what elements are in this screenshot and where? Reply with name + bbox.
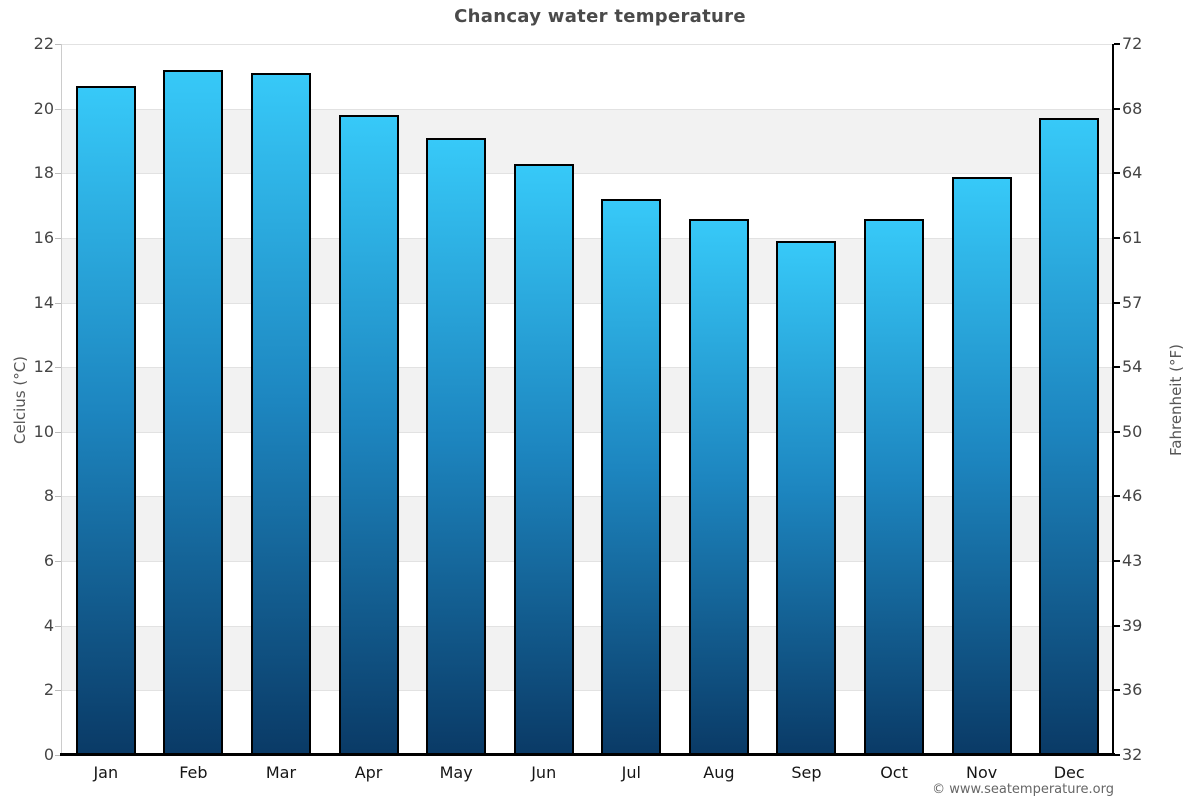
gridline xyxy=(62,367,1113,369)
month-label-jul: Jul xyxy=(621,763,641,782)
month-label-mar: Mar xyxy=(265,763,297,782)
celsius-axis-line xyxy=(61,44,62,755)
fahrenheit-tick-label: 39 xyxy=(1122,615,1143,635)
month-label-jan: Jan xyxy=(93,763,119,782)
grid-band xyxy=(62,496,1113,562)
gridline xyxy=(62,625,1113,627)
celsius-tick-label: 10 xyxy=(33,421,54,441)
gridline xyxy=(62,302,1113,304)
celsius-tick-mark xyxy=(55,237,61,239)
grid-band xyxy=(62,237,1113,303)
bar-may[interactable] xyxy=(426,137,487,755)
fahrenheit-tick-mark xyxy=(1114,430,1120,433)
celsius-tick-mark xyxy=(55,690,61,692)
fahrenheit-tick-mark xyxy=(1114,301,1120,304)
bar-jun[interactable] xyxy=(513,163,574,755)
fahrenheit-tick-mark xyxy=(1114,624,1120,627)
month-label-apr: Apr xyxy=(354,763,383,782)
celsius-tick-mark xyxy=(55,108,61,110)
celsius-tick-label: 18 xyxy=(33,163,54,183)
fahrenheit-tick-label: 64 xyxy=(1122,163,1143,183)
fahrenheit-tick-mark xyxy=(1114,43,1120,45)
bar-nov[interactable] xyxy=(951,176,1012,755)
month-label-jun: Jun xyxy=(531,763,557,782)
month-label-may: May xyxy=(439,763,473,782)
grid-band xyxy=(62,108,1113,174)
celsius-tick-label: 2 xyxy=(43,680,54,700)
fahrenheit-tick-label: 36 xyxy=(1122,680,1143,700)
fahrenheit-axis-line xyxy=(1112,44,1114,756)
bar-aug[interactable] xyxy=(688,218,749,755)
celsius-tick-mark xyxy=(55,44,61,45)
month-label-feb: Feb xyxy=(179,763,208,782)
celsius-tick-label: 8 xyxy=(43,486,54,506)
bar-feb[interactable] xyxy=(163,69,224,755)
fahrenheit-tick-mark xyxy=(1114,366,1120,369)
fahrenheit-tick-mark xyxy=(1114,689,1120,692)
celsius-tick-label: 4 xyxy=(43,615,54,635)
month-label-sep: Sep xyxy=(791,763,822,782)
gridline xyxy=(62,237,1113,239)
bar-jan[interactable] xyxy=(75,86,136,755)
bar-apr[interactable] xyxy=(338,115,399,755)
gridline xyxy=(62,690,1113,692)
celsius-tick-mark xyxy=(55,625,61,627)
celsius-tick-label: 12 xyxy=(33,357,54,377)
plot-area xyxy=(62,44,1113,755)
month-label-nov: Nov xyxy=(966,763,998,782)
fahrenheit-tick-label: 46 xyxy=(1122,486,1143,506)
bar-dec[interactable] xyxy=(1039,118,1100,755)
fahrenheit-tick-mark xyxy=(1114,236,1120,239)
celsius-tick-mark xyxy=(55,561,61,563)
gridline xyxy=(62,108,1113,110)
grid-band xyxy=(62,625,1113,691)
gridline xyxy=(62,173,1113,175)
celsius-tick-mark xyxy=(55,431,61,433)
x-axis-line xyxy=(60,753,1115,756)
celsius-tick-label: 16 xyxy=(33,227,54,247)
celsius-tick-mark xyxy=(55,496,61,498)
gridline xyxy=(62,561,1113,563)
celsius-tick-label: 22 xyxy=(33,34,54,53)
fahrenheit-tick-label: 61 xyxy=(1122,227,1143,247)
bar-oct[interactable] xyxy=(864,218,925,755)
fahrenheit-tick-label: 72 xyxy=(1122,34,1143,53)
celsius-tick-mark xyxy=(55,367,61,369)
gridline xyxy=(62,44,1113,45)
gridline xyxy=(62,496,1113,498)
celsius-tick-mark xyxy=(55,173,61,175)
bar-mar[interactable] xyxy=(250,73,311,755)
celsius-tick-label: 0 xyxy=(43,745,54,764)
fahrenheit-tick-mark xyxy=(1114,495,1120,498)
fahrenheit-axis-title: Fahrenheit (°F) xyxy=(1167,344,1185,456)
bar-sep[interactable] xyxy=(776,241,837,755)
month-label-aug: Aug xyxy=(703,763,735,782)
celsius-tick-mark xyxy=(55,302,61,304)
fahrenheit-tick-mark xyxy=(1114,172,1120,175)
fahrenheit-tick-label: 43 xyxy=(1122,551,1143,571)
fahrenheit-tick-label: 68 xyxy=(1122,98,1143,118)
celsius-tick-label: 14 xyxy=(33,292,54,312)
gridline xyxy=(62,431,1113,433)
grid-band xyxy=(62,367,1113,432)
month-label-dec: Dec xyxy=(1053,763,1085,782)
fahrenheit-tick-mark xyxy=(1114,560,1120,563)
fahrenheit-tick-label: 50 xyxy=(1122,421,1143,441)
month-label-oct: Oct xyxy=(880,763,908,782)
fahrenheit-tick-label: 57 xyxy=(1122,292,1143,312)
celsius-tick-label: 6 xyxy=(43,551,54,571)
fahrenheit-tick-label: 32 xyxy=(1122,745,1143,764)
celsius-axis-title: Celcius (°C) xyxy=(11,355,29,445)
celsius-tick-mark xyxy=(55,755,61,756)
fahrenheit-tick-mark xyxy=(1114,107,1120,110)
fahrenheit-tick-label: 54 xyxy=(1122,357,1143,377)
chart-title: Chancay water temperature xyxy=(454,6,746,27)
fahrenheit-tick-mark xyxy=(1114,754,1120,756)
bar-jul[interactable] xyxy=(601,199,662,755)
celsius-tick-label: 20 xyxy=(33,98,54,118)
watermark-link[interactable]: © www.seatemperature.org xyxy=(932,782,1114,797)
